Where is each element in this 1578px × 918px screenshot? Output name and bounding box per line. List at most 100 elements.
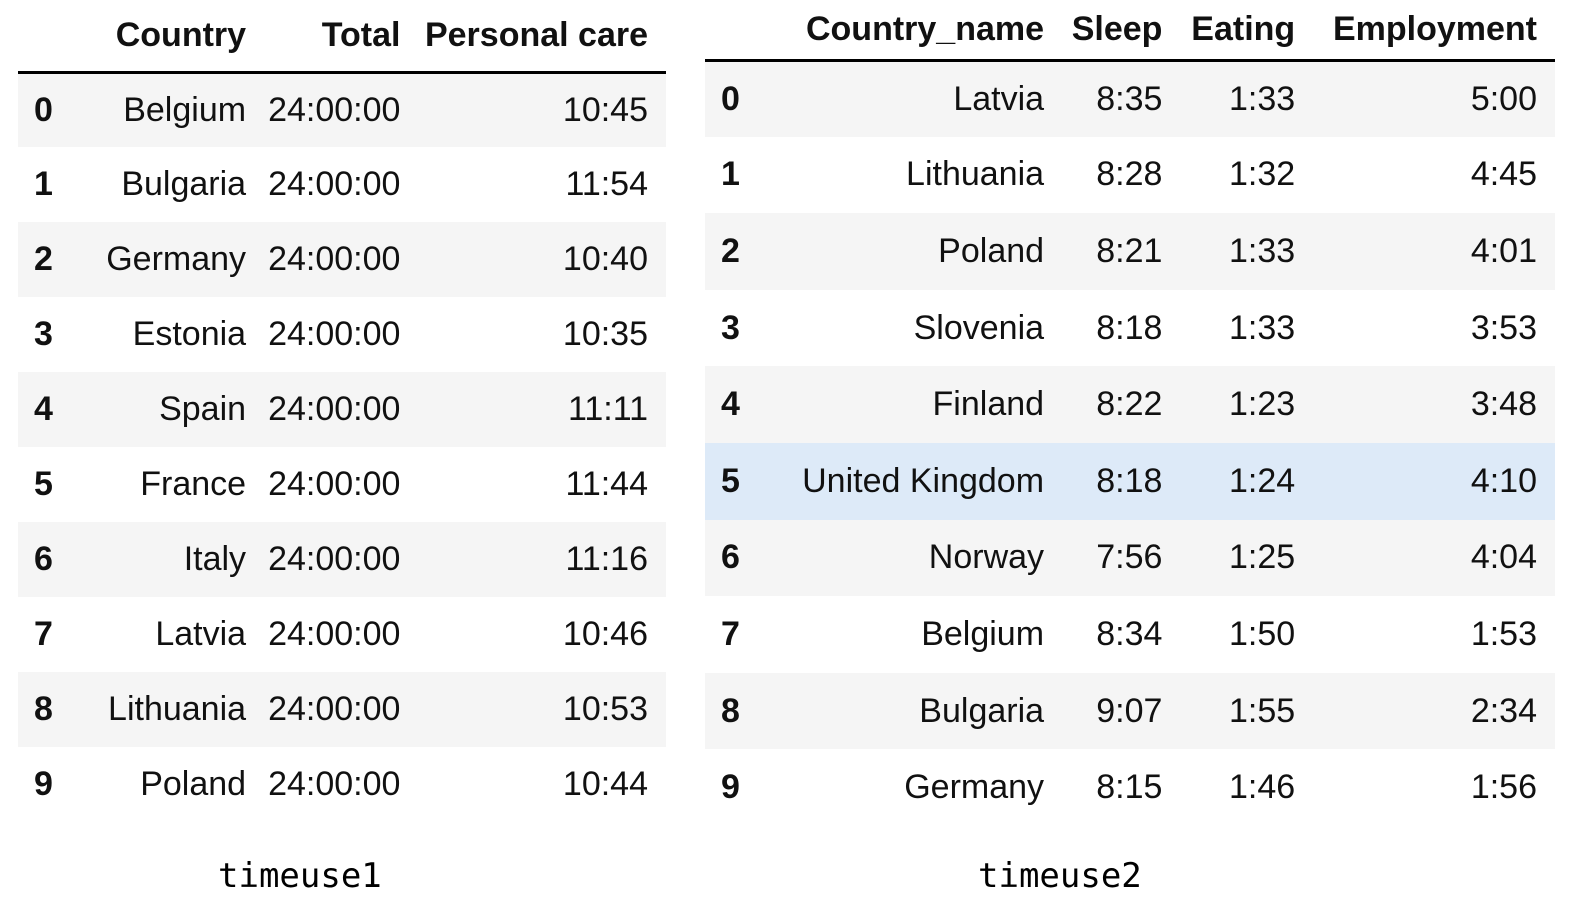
table-row: 3 Slovenia 8:18 1:33 3:53 bbox=[705, 289, 1555, 367]
total-cell: 24:00:00 bbox=[268, 165, 401, 203]
total-cell: 24:00:00 bbox=[268, 90, 401, 129]
table-row: 6 Italy 24:00:00 11:16 bbox=[18, 522, 666, 597]
row-index: 3 bbox=[34, 315, 53, 353]
employment-cell: 5:00 bbox=[1470, 79, 1537, 118]
table-row: 5 France 24:00:00 11:44 bbox=[18, 447, 666, 522]
personal-care-cell: 10:35 bbox=[562, 315, 648, 353]
employment-cell: 2:34 bbox=[1470, 691, 1537, 730]
table-row-highlighted: 5 United Kingdom 8:18 1:24 4:10 bbox=[705, 442, 1555, 520]
table-row: 6 Norway 7:56 1:25 4:04 bbox=[705, 519, 1555, 597]
total-cell: 24:00:00 bbox=[268, 390, 401, 428]
sleep-cell: 9:07 bbox=[1096, 691, 1163, 730]
total-cell: 24:00:00 bbox=[268, 615, 401, 653]
country-name-cell: Latvia bbox=[953, 79, 1045, 118]
employment-cell: 4:45 bbox=[1470, 155, 1537, 194]
timeuse1-body: 0 Belgium 24:00:00 10:45 1 Bulgaria 24:0… bbox=[18, 72, 666, 822]
total-cell: 24:00:00 bbox=[268, 315, 401, 353]
total-cell: 24:00:00 bbox=[268, 240, 401, 278]
country-cell: Lithuania bbox=[108, 690, 247, 728]
timeuse2-body: 0 Latvia 8:35 1:33 5:00 1 Lithuania 8:28… bbox=[705, 60, 1555, 826]
column-header-total: Total bbox=[264, 0, 419, 74]
employment-cell: 4:01 bbox=[1470, 231, 1537, 270]
table-row: 4 Finland 8:22 1:23 3:48 bbox=[705, 366, 1555, 443]
table-row: 1 Bulgaria 24:00:00 11:54 bbox=[18, 147, 666, 222]
employment-cell: 3:48 bbox=[1470, 385, 1537, 424]
total-cell: 24:00:00 bbox=[268, 765, 401, 803]
sleep-cell: 8:18 bbox=[1096, 461, 1163, 500]
country-name-cell: Poland bbox=[938, 231, 1045, 270]
sleep-cell: 8:22 bbox=[1096, 385, 1163, 424]
column-header-employment: Employment bbox=[1313, 0, 1555, 62]
table-row: 7 Latvia 24:00:00 10:46 bbox=[18, 597, 666, 672]
personal-care-cell: 10:46 bbox=[562, 615, 648, 653]
index-header bbox=[705, 0, 779, 62]
sleep-cell: 8:15 bbox=[1096, 768, 1163, 807]
row-index: 6 bbox=[34, 540, 53, 578]
table-row: 9 Germany 8:15 1:46 1:56 bbox=[705, 749, 1555, 826]
eating-cell: 1:23 bbox=[1229, 385, 1296, 424]
employment-cell: 4:10 bbox=[1470, 461, 1537, 500]
country-name-cell: Finland bbox=[932, 385, 1045, 424]
country-name-cell: Germany bbox=[904, 768, 1045, 807]
timeuse2-table: Country_name Sleep Eating Employment 0 L… bbox=[705, 0, 1555, 826]
eating-cell: 1:33 bbox=[1229, 308, 1296, 347]
personal-care-cell: 10:53 bbox=[562, 690, 648, 728]
total-cell: 24:00:00 bbox=[268, 540, 401, 578]
country-cell: Belgium bbox=[123, 90, 247, 129]
table-row: 0 Latvia 8:35 1:33 5:00 bbox=[705, 60, 1555, 137]
table-row: 4 Spain 24:00:00 11:11 bbox=[18, 372, 666, 447]
personal-care-cell: 11:54 bbox=[565, 165, 648, 203]
country-name-cell: Slovenia bbox=[913, 308, 1045, 347]
row-index: 0 bbox=[721, 79, 740, 118]
column-header-sleep: Sleep bbox=[1062, 0, 1181, 62]
table-row: 9 Poland 24:00:00 10:44 bbox=[18, 747, 666, 822]
total-cell: 24:00:00 bbox=[268, 465, 401, 503]
timeuse1-header: Country Total Personal care bbox=[18, 0, 666, 74]
row-index: 5 bbox=[34, 465, 53, 503]
table-row: 7 Belgium 8:34 1:50 1:53 bbox=[705, 596, 1555, 673]
timeuse1-table: Country Total Personal care 0 Belgium 24… bbox=[18, 0, 666, 822]
sleep-cell: 8:34 bbox=[1096, 614, 1163, 653]
eating-cell: 1:24 bbox=[1229, 461, 1296, 500]
header-row: Country Total Personal care bbox=[18, 0, 666, 74]
row-index: 2 bbox=[721, 231, 740, 270]
row-index: 4 bbox=[721, 385, 740, 424]
country-cell: Spain bbox=[159, 390, 247, 428]
row-index: 3 bbox=[721, 308, 740, 347]
eating-cell: 1:32 bbox=[1229, 155, 1296, 194]
table-row: 8 Bulgaria 9:07 1:55 2:34 bbox=[705, 672, 1555, 750]
table-row: 0 Belgium 24:00:00 10:45 bbox=[18, 72, 666, 147]
employment-cell: 1:53 bbox=[1470, 614, 1537, 653]
country-name-cell: Norway bbox=[928, 538, 1045, 577]
country-cell: Estonia bbox=[132, 315, 247, 353]
table-row: 8 Lithuania 24:00:00 10:53 bbox=[18, 672, 666, 747]
eating-cell: 1:46 bbox=[1229, 768, 1296, 807]
row-index: 9 bbox=[721, 768, 740, 807]
row-index: 2 bbox=[34, 240, 53, 278]
table-row: 3 Estonia 24:00:00 10:35 bbox=[18, 297, 666, 372]
sleep-cell: 8:21 bbox=[1096, 231, 1163, 270]
sleep-cell: 8:28 bbox=[1096, 155, 1163, 194]
country-name-cell: Belgium bbox=[921, 614, 1045, 653]
country-name-cell: Bulgaria bbox=[919, 691, 1045, 730]
eating-cell: 1:25 bbox=[1229, 538, 1296, 577]
row-index: 0 bbox=[34, 90, 53, 129]
timeuse2-caption: timeuse2 bbox=[978, 856, 1142, 896]
row-index: 8 bbox=[721, 691, 740, 730]
employment-cell: 4:04 bbox=[1470, 538, 1537, 577]
sleep-cell: 8:18 bbox=[1096, 308, 1163, 347]
table-row: 2 Germany 24:00:00 10:40 bbox=[18, 222, 666, 297]
row-index: 8 bbox=[34, 690, 53, 728]
country-cell: Italy bbox=[183, 540, 247, 578]
row-index: 1 bbox=[34, 165, 53, 203]
column-header-country: Country bbox=[102, 0, 265, 74]
employment-cell: 1:56 bbox=[1470, 768, 1537, 807]
personal-care-cell: 11:44 bbox=[565, 465, 648, 503]
index-header bbox=[18, 0, 102, 74]
eating-cell: 1:33 bbox=[1229, 231, 1296, 270]
country-cell: Germany bbox=[106, 240, 247, 278]
personal-care-cell: 11:16 bbox=[565, 540, 648, 578]
column-header-eating: Eating bbox=[1180, 0, 1314, 62]
timeuse1-caption: timeuse1 bbox=[218, 856, 382, 896]
row-index: 6 bbox=[721, 538, 740, 577]
